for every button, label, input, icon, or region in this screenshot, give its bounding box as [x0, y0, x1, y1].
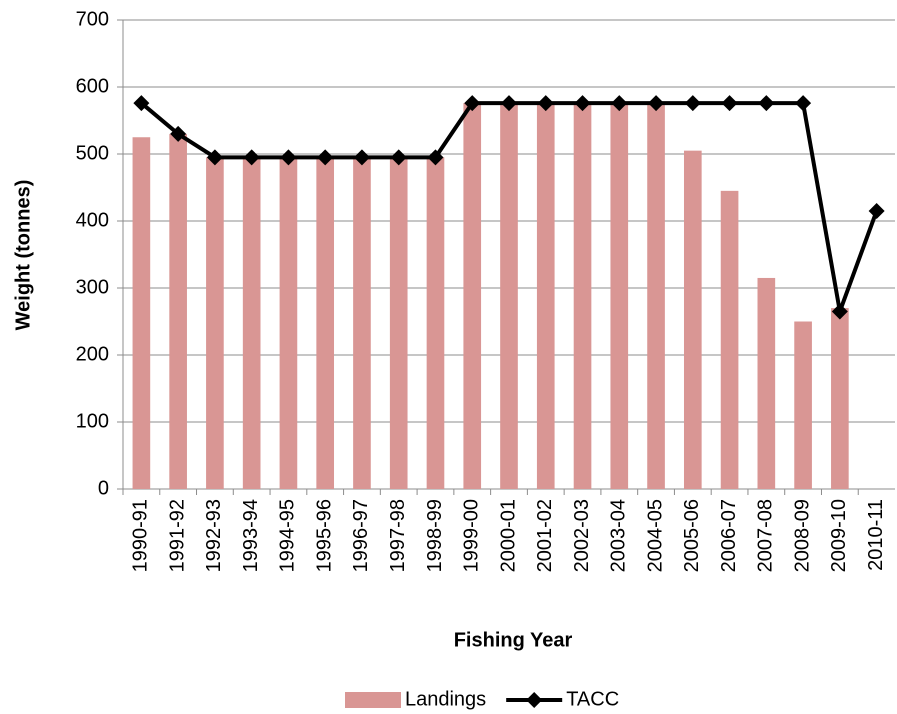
- bar: [279, 157, 298, 489]
- y-tick-label: 400: [76, 209, 109, 231]
- x-tick-label: 1998-99: [424, 499, 446, 572]
- bar: [389, 157, 408, 489]
- marker: [648, 95, 665, 112]
- x-tick-label: 1993-94: [240, 499, 262, 572]
- y-tick-label: 500: [76, 142, 109, 164]
- bar: [206, 157, 224, 489]
- marker: [206, 149, 223, 166]
- x-tick-label: 2008-09: [791, 499, 813, 572]
- marker: [280, 149, 297, 166]
- marker: [611, 95, 628, 112]
- bar: [647, 103, 665, 489]
- marker: [390, 149, 407, 166]
- x-tick-label: 1999-00: [461, 499, 483, 572]
- bar: [794, 321, 812, 489]
- x-tick-label: 2002-03: [571, 499, 593, 572]
- bar: [242, 157, 261, 489]
- bar: [426, 157, 445, 489]
- marker: [353, 149, 370, 166]
- x-tick-label: 2007-08: [755, 499, 777, 572]
- x-tick-label: 1990-91: [130, 499, 152, 572]
- bar: [720, 190, 739, 489]
- y-tick-label: 100: [76, 410, 109, 432]
- bar: [316, 157, 335, 489]
- marker: [721, 95, 738, 112]
- x-tick-label: 2001-02: [534, 499, 556, 572]
- bar: [536, 103, 555, 489]
- marker: [170, 125, 187, 142]
- marker: [537, 95, 554, 112]
- legend-label: TACC: [566, 688, 619, 710]
- bar: [132, 137, 151, 489]
- marker: [427, 149, 444, 166]
- x-tick-label: 2005-06: [681, 499, 703, 572]
- x-tick-label: 1991-92: [166, 499, 188, 572]
- bar: [573, 103, 592, 489]
- y-axis-title: Weight (tonnes): [12, 180, 34, 331]
- x-tick-label: 2006-07: [718, 499, 740, 572]
- marker: [574, 95, 591, 112]
- marker: [243, 149, 260, 166]
- legend-marker: [526, 692, 543, 708]
- y-tick-label: 700: [76, 8, 109, 30]
- bar: [610, 103, 629, 489]
- x-tick-label: 2010-11: [865, 499, 887, 571]
- legend-swatch: [345, 692, 401, 708]
- x-tick-label: 1994-95: [277, 499, 299, 572]
- bar: [463, 103, 482, 489]
- marker: [758, 95, 775, 112]
- y-tick-label: 200: [76, 343, 109, 365]
- marker: [868, 202, 885, 219]
- marker: [831, 303, 848, 320]
- marker: [684, 95, 701, 112]
- x-tick-label: 1995-96: [313, 499, 335, 572]
- x-tick-label: 2000-01: [497, 499, 519, 572]
- bar: [831, 308, 849, 489]
- bar: [757, 277, 776, 489]
- y-tick-label: 300: [76, 276, 109, 298]
- bar: [500, 103, 518, 489]
- bar: [169, 133, 187, 489]
- x-tick-label: 1996-97: [350, 499, 372, 572]
- x-tick-label: 2003-04: [608, 499, 630, 572]
- marker: [795, 95, 812, 112]
- marker: [501, 95, 517, 112]
- bar: [353, 157, 371, 489]
- bar: [683, 150, 702, 489]
- marker: [133, 95, 150, 112]
- x-tick-label: 1992-93: [203, 499, 225, 572]
- legend-label: Landings: [405, 688, 486, 710]
- y-tick-label: 0: [98, 477, 109, 499]
- x-tick-label: 2009-10: [828, 499, 850, 572]
- marker: [317, 149, 334, 166]
- x-tick-label: 1997-98: [387, 499, 409, 572]
- x-axis-title: Fishing Year: [454, 629, 573, 651]
- y-tick-label: 600: [76, 75, 109, 97]
- x-tick-label: 2004-05: [644, 499, 666, 572]
- marker: [464, 95, 481, 112]
